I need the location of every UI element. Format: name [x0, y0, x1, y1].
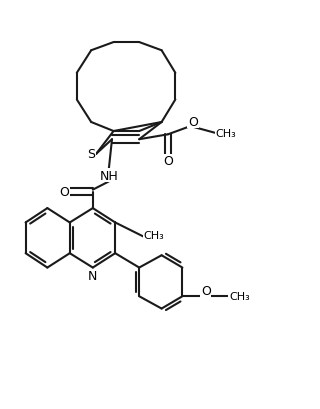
Text: O: O	[201, 285, 211, 298]
Text: CH₃: CH₃	[229, 292, 250, 301]
Text: NH: NH	[100, 169, 118, 182]
Text: CH₃: CH₃	[215, 129, 236, 139]
Text: N: N	[88, 270, 98, 283]
Text: O: O	[59, 186, 69, 199]
Text: O: O	[163, 155, 173, 168]
Text: S: S	[87, 148, 95, 161]
Text: CH₃: CH₃	[144, 230, 164, 240]
Text: O: O	[188, 115, 198, 128]
